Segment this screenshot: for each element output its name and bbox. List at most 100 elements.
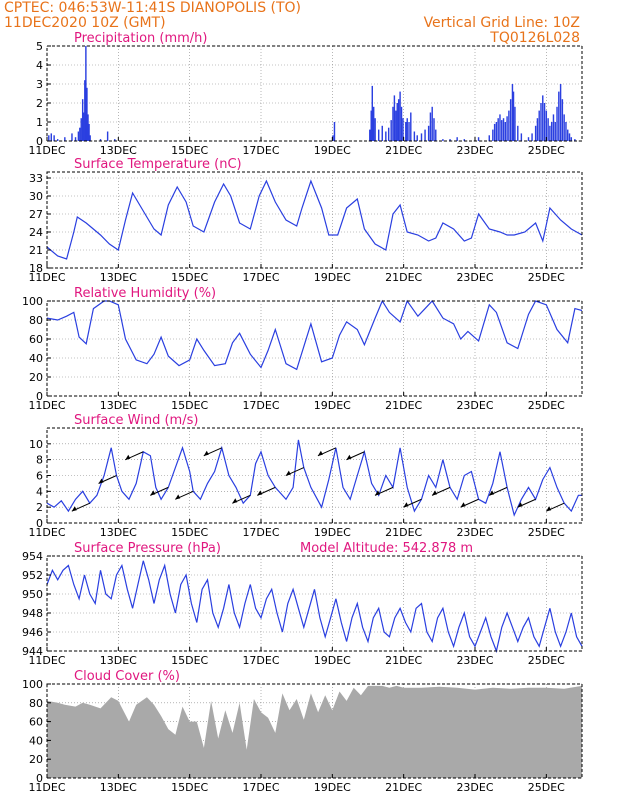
- y-tick-label: 0: [36, 517, 43, 530]
- precip-bar: [86, 87, 88, 141]
- y-tick-label: 5: [36, 40, 43, 53]
- precip-bar: [424, 129, 426, 141]
- precip-bar: [497, 118, 499, 141]
- precip-bar: [509, 99, 512, 141]
- precip-bar: [395, 110, 397, 141]
- x-tick-label: 15DEC: [171, 144, 208, 157]
- x-tick-label: 11DEC: [28, 399, 65, 412]
- y-tick-label: 80: [29, 697, 43, 710]
- x-tick-label: 21DEC: [385, 781, 422, 794]
- x-tick-label: 17DEC: [242, 271, 279, 284]
- x-tick-label: 25DEC: [528, 271, 565, 284]
- precip-bar: [371, 85, 373, 141]
- x-tick-label: 13DEC: [100, 654, 137, 667]
- y-tick-label: 20: [29, 371, 43, 384]
- precip-bar: [89, 135, 91, 141]
- y-tick-label: 3: [36, 78, 43, 91]
- y-tick-label: 24: [29, 226, 43, 239]
- precip-bar: [369, 129, 371, 141]
- panel-frame: [46, 683, 583, 779]
- wind-arrow-head: [98, 478, 104, 484]
- x-tick-label: 25DEC: [528, 399, 565, 412]
- precip-bar: [87, 114, 89, 141]
- x-tick-label: 21DEC: [385, 399, 422, 412]
- wind-arrow-head: [546, 506, 552, 512]
- wind-arrow-head: [460, 502, 466, 508]
- precip-bar: [433, 118, 435, 141]
- x-tick-label: 15DEC: [171, 654, 208, 667]
- wind-arrow-head: [175, 494, 181, 500]
- precip-bar: [427, 125, 430, 141]
- y-tick-label: 10: [29, 438, 43, 451]
- precip-bar: [574, 139, 576, 141]
- y-tick-label: 6: [36, 470, 43, 483]
- y-tick-label: 0: [36, 772, 43, 785]
- precip-bar: [83, 112, 85, 141]
- model-code: TQ0126L028: [490, 30, 580, 46]
- wind-panel: 0 2 4 6 8 10 11DEC 13DEC 15DEC 17DEC 19DEC 21DEC 23D…: [28, 413, 583, 539]
- cloud-title: Cloud Cover (%): [74, 669, 180, 684]
- precip-bar: [502, 118, 505, 141]
- wind-arrow-head: [203, 450, 209, 456]
- x-tick-label: 17DEC: [242, 654, 279, 667]
- x-tick-label: 15DEC: [171, 781, 208, 794]
- precip-bar: [534, 125, 537, 141]
- precip-bar: [435, 129, 437, 141]
- x-tick-label: 19DEC: [314, 144, 351, 157]
- precip-bar: [504, 122, 507, 141]
- cloud-area: [47, 685, 582, 778]
- precip-bar: [552, 114, 555, 141]
- precip-bar: [558, 91, 560, 141]
- cloud-panel: 0 20 40 60 80 100 11DEC 13DEC 15DEC 17DEC 19DEC 21D…: [22, 669, 583, 794]
- precip-bar: [50, 133, 52, 141]
- x-tick-label: 23DEC: [456, 526, 493, 539]
- y-tick-label: 60: [29, 333, 43, 346]
- precip-bar: [429, 112, 432, 141]
- precip-bar: [499, 114, 501, 141]
- precip-bar: [511, 84, 514, 141]
- precip-bar: [81, 99, 84, 141]
- precip-bar: [449, 139, 451, 141]
- precip-bar: [387, 127, 390, 141]
- temp-title: Surface Temperature (nC): [74, 157, 242, 172]
- precip-bar: [370, 110, 372, 141]
- x-tick-label: 15DEC: [171, 271, 208, 284]
- precip-bar: [567, 129, 569, 141]
- y-tick-label: 4: [36, 59, 43, 72]
- precip-bar: [377, 129, 380, 141]
- rh-series-line: [46, 299, 583, 371]
- x-tick-label: 13DEC: [100, 781, 137, 794]
- rh-title: Relative Humidity (%): [74, 286, 216, 301]
- precip-bar: [501, 120, 503, 141]
- precip-bar: [333, 122, 336, 141]
- x-tick-label: 13DEC: [100, 271, 137, 284]
- precip-bar: [397, 99, 400, 141]
- precip-bar: [563, 114, 565, 141]
- precip-bar: [431, 106, 433, 141]
- precip-bar: [393, 95, 396, 141]
- precip-bar: [554, 122, 556, 141]
- precip-bar: [408, 122, 410, 141]
- x-tick-label: 13DEC: [100, 526, 137, 539]
- y-tick-label: 20: [29, 753, 43, 766]
- y-tick-label: 946: [22, 626, 43, 639]
- precip-bar: [559, 84, 562, 141]
- y-tick-label: 2: [36, 501, 43, 514]
- precip-bar: [332, 135, 334, 141]
- x-tick-label: 17DEC: [242, 399, 279, 412]
- x-tick-label: 21DEC: [385, 144, 422, 157]
- precip-bar: [556, 106, 558, 141]
- y-tick-label: 0: [36, 390, 43, 403]
- precip-bar: [56, 139, 59, 141]
- precip-bar: [402, 118, 404, 141]
- y-tick-label: 33: [29, 172, 43, 185]
- precip-bar: [85, 46, 87, 141]
- precip-bar: [80, 118, 82, 141]
- precip-bar: [542, 95, 544, 141]
- wind-arrow-head: [346, 454, 352, 460]
- x-tick-label: 19DEC: [314, 271, 351, 284]
- wind-title: Surface Wind (m/s): [74, 413, 198, 428]
- x-tick-label: 11DEC: [28, 271, 65, 284]
- x-tick-label: 19DEC: [314, 399, 351, 412]
